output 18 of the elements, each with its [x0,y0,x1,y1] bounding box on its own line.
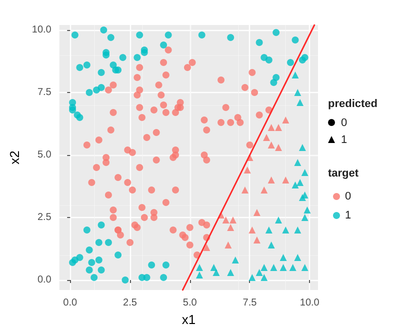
y-tick-label: 0.0 [37,274,52,286]
text: 0 [341,116,348,128]
x-tick-label: 2.5 [123,298,138,308]
x-axis-title: x1 [182,312,196,327]
y-tick-label: 7.5 [37,87,52,98]
y-tick-label: 5.0 [37,150,52,160]
y-tick-label: 2.5 [37,212,52,223]
legend-label: 1 [345,210,352,222]
text: 1 [341,134,348,146]
legend-label: 0 [345,190,352,202]
y-tick-label: 10.0 [32,24,52,36]
x-tick-label: 7.5 [242,298,258,308]
legend-title: target [328,168,359,180]
text: predicted [328,98,378,110]
x-tick-label: 5.0 [182,298,198,308]
y-axis-title: x2 [7,150,22,164]
x-tick-label: 0.0 [63,298,78,308]
x-tick-label: 10.0 [300,298,320,308]
